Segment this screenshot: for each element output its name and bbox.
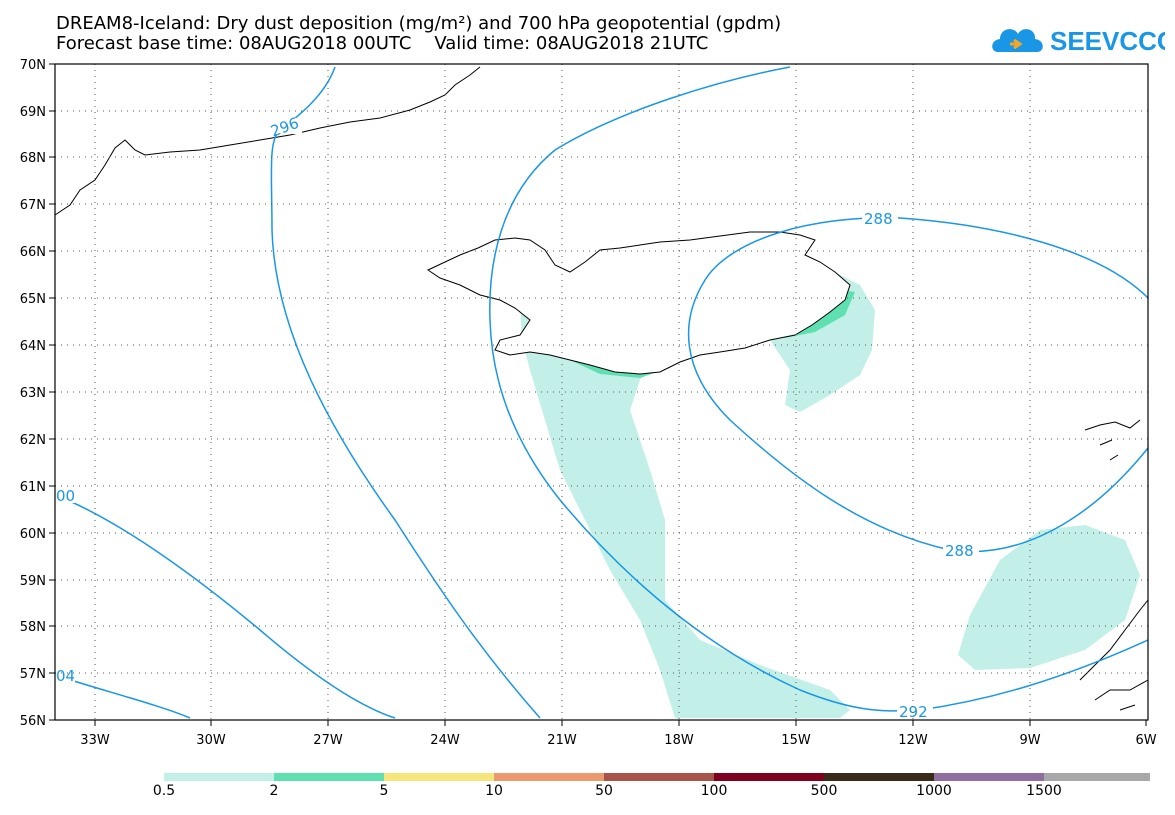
colorbar-segment-4 bbox=[494, 773, 604, 781]
coast-scotland bbox=[1079, 599, 1149, 711]
lat-label-63n: 63N bbox=[20, 386, 46, 401]
lat-label-70n: 70N bbox=[20, 58, 46, 73]
lat-label-57n: 57N bbox=[20, 667, 46, 682]
lat-label-59n: 59N bbox=[20, 574, 46, 589]
lat-label-62n: 62N bbox=[20, 433, 46, 448]
contour-label-304: 04 bbox=[56, 667, 75, 685]
colorbar-label-1500: 1500 bbox=[1026, 783, 1062, 799]
lat-label-64n: 64N bbox=[20, 339, 46, 354]
lon-label-21w: 21W bbox=[547, 733, 577, 748]
lon-label-15w: 15W bbox=[781, 733, 811, 748]
colorbar-label-10: 10 bbox=[485, 783, 503, 799]
grid-lines bbox=[55, 64, 1148, 720]
contour-label-300: 00 bbox=[56, 487, 75, 505]
colorbar-segment-6 bbox=[714, 773, 824, 781]
colorbar-label-2: 2 bbox=[269, 783, 279, 799]
lon-label-6w: 6W bbox=[1135, 733, 1156, 748]
lat-label-61n: 61N bbox=[20, 480, 46, 495]
lat-label-60n: 60N bbox=[20, 527, 46, 542]
contour-300 bbox=[54, 494, 396, 719]
lon-label-18w: 18W bbox=[664, 733, 694, 748]
map-title: DREAM8-Iceland: Dry dust deposition (mg/… bbox=[56, 13, 782, 34]
lat-label-69n: 69N bbox=[20, 105, 46, 120]
colorbar-label-1000: 1000 bbox=[916, 783, 952, 799]
colorbar-segment-5 bbox=[604, 773, 714, 781]
colorbar-segment-3 bbox=[384, 773, 494, 781]
lon-label-9w: 9W bbox=[1019, 733, 1040, 748]
lat-label-68n: 68N bbox=[20, 151, 46, 166]
lon-label-12w: 12W bbox=[898, 733, 928, 748]
contour-label-288-south: 288 bbox=[945, 542, 974, 560]
colorbar-segment-7 bbox=[824, 773, 934, 781]
colorbar-segment-8 bbox=[934, 773, 1044, 781]
contour-288 bbox=[687, 217, 1149, 553]
lat-label-58n: 58N bbox=[20, 620, 46, 635]
contour-label-296: 296 bbox=[268, 114, 301, 141]
colorbar-label-50: 50 bbox=[595, 783, 613, 799]
coast-faroe-shetland bbox=[1084, 419, 1141, 461]
logo-text: SEEVCCC bbox=[1050, 26, 1165, 56]
lon-label-30w: 30W bbox=[196, 733, 226, 748]
colorbar-segment-9 bbox=[1044, 773, 1150, 781]
lon-label-33w: 33W bbox=[80, 733, 110, 748]
colorbar-label-500: 500 bbox=[810, 783, 838, 799]
lat-label-65n: 65N bbox=[20, 292, 46, 307]
lat-label-67n: 67N bbox=[20, 198, 46, 213]
lon-label-24w: 24W bbox=[430, 733, 460, 748]
coastlines bbox=[54, 66, 1149, 711]
colorbar-label-0-5: 0.5 bbox=[152, 783, 176, 799]
contour-label-288-north: 288 bbox=[864, 210, 893, 228]
colorbar-label-100: 100 bbox=[700, 783, 728, 799]
cloud-logo-icon: SEEVCCC bbox=[992, 26, 1175, 56]
map-subtitle-times: Forecast base time: 08AUG2018 00UTC Vali… bbox=[56, 33, 709, 54]
lon-label-27w: 27W bbox=[313, 733, 343, 748]
colorbar-segment-1 bbox=[164, 773, 274, 781]
coast-iceland bbox=[426, 231, 851, 375]
lat-label-56n: 56N bbox=[20, 714, 46, 729]
colorbar-segment-2 bbox=[274, 773, 384, 781]
colorbar-label-5: 5 bbox=[379, 783, 389, 799]
dust-blob-southeast bbox=[958, 525, 1140, 670]
seevccc-logo: SEEVCCC bbox=[990, 14, 1175, 60]
coast-greenland bbox=[54, 66, 481, 216]
contour-304 bbox=[54, 674, 191, 719]
lat-label-66n: 66N bbox=[20, 245, 46, 260]
